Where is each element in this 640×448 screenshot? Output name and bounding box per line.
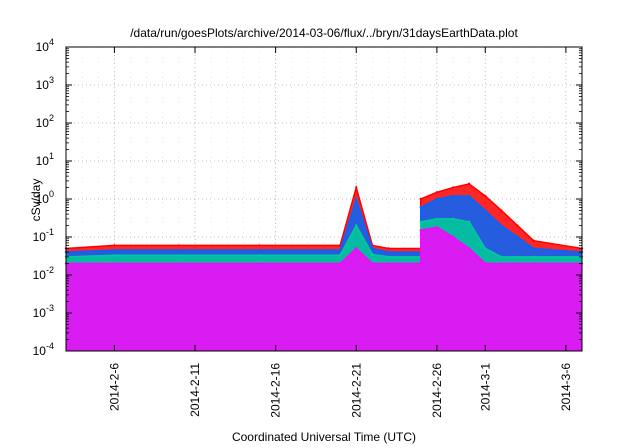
series-point <box>500 262 503 265</box>
series-point <box>467 182 471 186</box>
series-point <box>177 254 181 257</box>
x-tick-label: 2014-2-26 <box>430 363 444 418</box>
series-area <box>66 227 582 351</box>
series-point <box>484 262 487 265</box>
series-point <box>532 255 535 259</box>
series-point <box>338 248 342 252</box>
x-tick-label: 2014-2-11 <box>188 363 202 417</box>
series-point <box>516 224 519 227</box>
series-point <box>451 194 455 198</box>
series-point <box>387 255 390 259</box>
series-point <box>371 262 374 265</box>
series-point <box>258 248 261 252</box>
plot-marks <box>64 182 584 351</box>
y-tick-label: 10-1 <box>33 227 54 244</box>
series-point <box>451 186 455 189</box>
series-point <box>355 224 358 227</box>
series-point <box>500 255 503 259</box>
series-point <box>435 197 439 201</box>
series-point <box>516 235 519 239</box>
series-point <box>467 247 471 250</box>
series-point <box>113 244 116 247</box>
series-point <box>419 220 422 224</box>
y-tick-label: 10-2 <box>33 265 54 282</box>
chart-title: /data/run/goesPlots/archive/2014-03-06/f… <box>130 26 518 40</box>
series-point <box>451 217 455 221</box>
series-point <box>113 248 116 252</box>
plot-frame <box>65 46 583 352</box>
series-point <box>532 262 535 265</box>
y-tick-label: 100 <box>36 189 54 206</box>
y-tick-label: 101 <box>36 151 54 168</box>
x-tick-label: 2014-2-16 <box>269 363 283 418</box>
series-point <box>371 247 374 250</box>
y-tick-label: 10-4 <box>33 341 54 358</box>
series-point <box>435 191 439 194</box>
series-point <box>338 254 342 257</box>
y-axis-label: cSv/day <box>29 179 43 222</box>
y-tick-label: 104 <box>36 37 54 54</box>
series-point <box>419 206 422 209</box>
series-point <box>355 186 358 189</box>
series-point <box>258 244 261 247</box>
x-axis-label: Coordinated Universal Time (UTC) <box>232 430 416 444</box>
series-point <box>419 229 422 232</box>
grid <box>66 47 582 351</box>
series-point <box>451 235 455 239</box>
series-point <box>355 247 358 250</box>
series-point <box>435 226 439 229</box>
series-point <box>419 197 422 201</box>
series-point <box>516 262 519 265</box>
series-point <box>258 262 261 265</box>
series-point <box>484 247 487 250</box>
series-line <box>66 226 582 265</box>
series-point <box>113 254 116 257</box>
series-point <box>177 248 181 252</box>
y-tick-label: 103 <box>36 75 54 92</box>
series-point <box>532 247 535 250</box>
series-point <box>516 255 519 259</box>
series-point <box>500 224 503 227</box>
series-point <box>532 239 535 242</box>
y-tick-label: 102 <box>36 113 54 130</box>
series-point <box>419 262 422 265</box>
series-point <box>484 194 487 198</box>
series-point <box>467 194 471 198</box>
series-point <box>371 253 374 256</box>
series-point <box>387 262 390 265</box>
series-point <box>355 197 358 201</box>
series-point <box>387 250 390 254</box>
series-point <box>177 262 181 265</box>
series-point <box>258 254 261 257</box>
x-tick-label: 2014-3-6 <box>559 363 573 411</box>
series-point <box>467 220 471 224</box>
series-point <box>113 262 116 265</box>
series-point <box>484 209 487 212</box>
y-tick-label: 10-3 <box>33 303 54 320</box>
series-point <box>177 244 181 247</box>
series-point <box>338 262 342 265</box>
x-tick-label: 2014-3-1 <box>478 363 492 411</box>
series-point <box>387 247 390 250</box>
x-tick-label: 2014-2-6 <box>107 363 121 411</box>
series-point <box>435 217 439 221</box>
series-point <box>500 209 503 212</box>
x-tick-label: 2014-2-21 <box>349 363 363 418</box>
